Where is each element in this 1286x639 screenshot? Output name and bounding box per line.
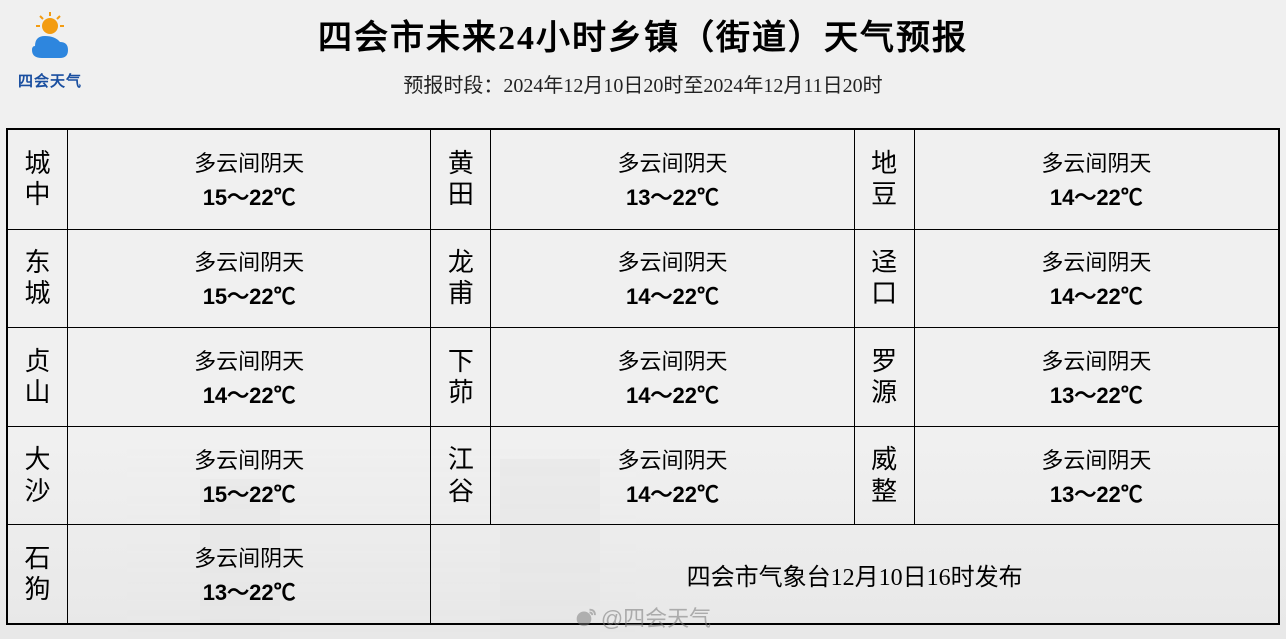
temperature-range: 15～22℃ (203, 279, 296, 311)
town-forecast: 多云间阴天14～22℃ (491, 229, 854, 328)
temperature-range: 15～22℃ (203, 180, 296, 212)
town-name: 龙甫 (431, 229, 491, 328)
forecast-period: 预报时段：2024年12月10日20时至2024年12月11日20时 (0, 69, 1286, 98)
weather-condition: 多云间阴天 (1041, 146, 1151, 178)
watermark: @四会天气 (575, 601, 711, 633)
weather-condition: 多云间阴天 (617, 146, 727, 178)
weather-logo-icon (20, 8, 80, 68)
weather-condition: 多云间阴天 (1041, 245, 1151, 277)
weather-condition: 多云间阴天 (617, 344, 727, 376)
town-forecast: 多云间阴天14～22℃ (915, 130, 1278, 229)
town-name: 大沙 (8, 426, 68, 525)
watermark-text: @四会天气 (601, 601, 711, 633)
weibo-icon (575, 606, 597, 628)
weather-condition: 多云间阴天 (194, 245, 304, 277)
town-forecast: 多云间阴天14～22℃ (491, 426, 854, 525)
temperature-range: 14～22℃ (626, 279, 719, 311)
town-name: 江谷 (431, 426, 491, 525)
town-forecast: 多云间阴天14～22℃ (68, 327, 431, 426)
publish-info: 四会市气象台12月10日16时发布 (431, 524, 1278, 623)
logo-text: 四会天气 (10, 70, 90, 91)
temperature-range: 13～22℃ (1050, 477, 1143, 509)
town-name: 地豆 (855, 130, 915, 229)
town-forecast: 多云间阴天13～22℃ (491, 130, 854, 229)
temperature-range: 14～22℃ (626, 477, 719, 509)
weather-condition: 多云间阴天 (194, 541, 304, 573)
page: 四会天气 四会市未来24小时乡镇（街道）天气预报 预报时段：2024年12月10… (0, 0, 1286, 639)
weather-condition: 多云间阴天 (1041, 443, 1151, 475)
town-forecast: 多云间阴天15～22℃ (68, 130, 431, 229)
weather-condition: 多云间阴天 (194, 146, 304, 178)
town-name: 黄田 (431, 130, 491, 229)
town-name: 东城 (8, 229, 68, 328)
town-forecast: 多云间阴天14～22℃ (915, 229, 1278, 328)
weather-condition: 多云间阴天 (1041, 344, 1151, 376)
header: 四会市未来24小时乡镇（街道）天气预报 预报时段：2024年12月10日20时至… (0, 0, 1286, 98)
temperature-range: 14～22℃ (1050, 279, 1143, 311)
town-forecast: 多云间阴天13～22℃ (915, 327, 1278, 426)
weather-condition: 多云间阴天 (617, 245, 727, 277)
weather-condition: 多云间阴天 (617, 443, 727, 475)
town-forecast: 多云间阴天15～22℃ (68, 426, 431, 525)
town-name: 下茆 (431, 327, 491, 426)
temperature-range: 15～22℃ (203, 477, 296, 509)
town-forecast: 多云间阴天15～22℃ (68, 229, 431, 328)
town-forecast: 多云间阴天14～22℃ (491, 327, 854, 426)
logo: 四会天气 (10, 8, 90, 91)
page-title: 四会市未来24小时乡镇（街道）天气预报 (0, 10, 1286, 59)
town-name: 迳口 (855, 229, 915, 328)
temperature-range: 14～22℃ (626, 378, 719, 410)
temperature-range: 13～22℃ (203, 575, 296, 607)
temperature-range: 14～22℃ (1050, 180, 1143, 212)
town-forecast: 多云间阴天13～22℃ (68, 524, 431, 623)
temperature-range: 13～22℃ (626, 180, 719, 212)
town-name: 城中 (8, 130, 68, 229)
temperature-range: 14～22℃ (203, 378, 296, 410)
town-name: 威整 (855, 426, 915, 525)
weather-condition: 多云间阴天 (194, 344, 304, 376)
town-name: 石狗 (8, 524, 68, 623)
town-name: 贞山 (8, 327, 68, 426)
town-forecast: 多云间阴天13～22℃ (915, 426, 1278, 525)
weather-condition: 多云间阴天 (194, 443, 304, 475)
forecast-table: 城中多云间阴天15～22℃黄田多云间阴天13～22℃地豆多云间阴天14～22℃东… (6, 128, 1280, 625)
temperature-range: 13～22℃ (1050, 378, 1143, 410)
town-name: 罗源 (855, 327, 915, 426)
